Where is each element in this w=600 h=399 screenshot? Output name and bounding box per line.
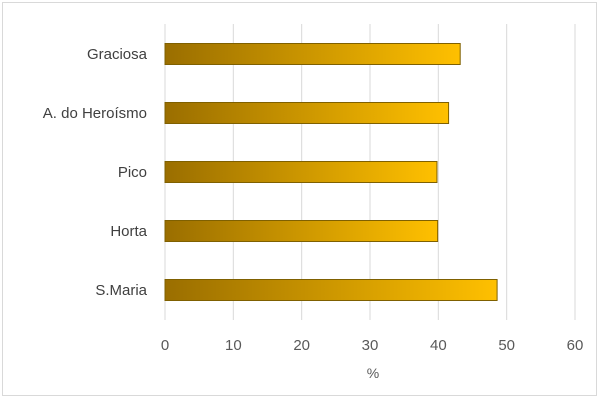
x-tick-labels: 0 10 20 30 40 50 60	[161, 337, 584, 354]
x-tick-label: 10	[225, 337, 242, 354]
bars	[164, 43, 498, 301]
bar-horta	[164, 220, 439, 242]
x-axis-title: %	[367, 365, 379, 381]
category-label: S.Maria	[95, 282, 147, 299]
category-label: Graciosa	[87, 46, 148, 63]
category-labels: Graciosa A. do Heroísmo Pico Horta S.Maria	[43, 46, 148, 299]
category-label: Pico	[118, 164, 147, 181]
gridlines	[164, 24, 576, 320]
bar-pico	[164, 161, 438, 183]
x-tick-label: 0	[161, 337, 169, 354]
category-label: Horta	[110, 223, 147, 240]
bar-s-maria	[164, 279, 498, 301]
x-tick-label: 30	[362, 337, 379, 354]
x-tick-label: 50	[498, 337, 515, 354]
x-tick-label: 60	[567, 337, 584, 354]
bar-graciosa	[164, 43, 461, 65]
x-tick-label: 40	[430, 337, 447, 354]
category-label: A. do Heroísmo	[43, 105, 147, 122]
x-tick-label: 20	[293, 337, 310, 354]
bar-a-do-hero-smo	[164, 102, 450, 124]
chart-frame	[2, 2, 597, 396]
